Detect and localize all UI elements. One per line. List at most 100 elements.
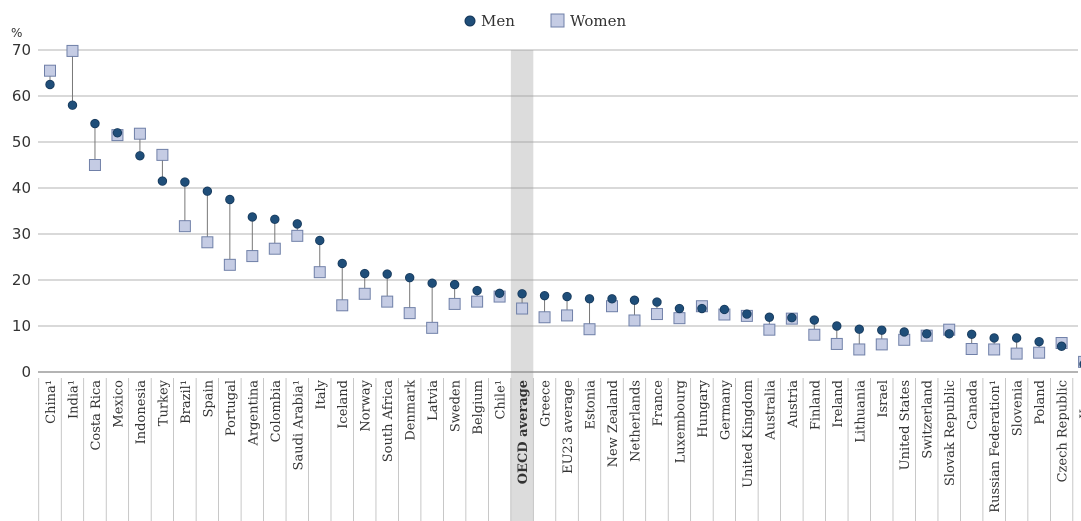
x-tick-label-canada: Canada <box>966 380 981 430</box>
men-point-latvia <box>427 278 437 288</box>
x-tick-label-ireland: Ireland <box>831 380 846 428</box>
chart-legend: Men Women <box>464 12 627 30</box>
x-tick-label-estonia: Estonia <box>584 380 599 430</box>
x-tick-label-russian-federation: Russian Federation¹ <box>988 380 1003 513</box>
x-tick-label-hungary: Hungary <box>696 379 711 437</box>
men-point-hungary <box>697 303 707 314</box>
x-tick-label-denmark: Denmark <box>404 380 419 441</box>
x-tick-label-south-africa: South Africa <box>381 380 396 462</box>
x-tick-label-czech-republic: Czech Republic <box>1056 380 1071 482</box>
women-point-finland <box>808 328 821 341</box>
x-tick-label-portugal: Portugal <box>224 380 239 436</box>
men-point-germany <box>719 304 730 315</box>
women-point-iceland <box>336 299 349 312</box>
women-point-eu23-average <box>561 309 574 322</box>
gridlines <box>38 49 1078 373</box>
legend-women-label: Women <box>570 12 627 30</box>
men-point-austria <box>787 313 797 323</box>
x-tick-label-chile: Chile¹ <box>494 380 509 420</box>
women-point-spain <box>201 236 214 249</box>
x-tick-label-korea: Korea <box>1078 380 1081 419</box>
x-tick-label-colombia: Colombia <box>269 380 284 443</box>
men-point-luxembourg <box>674 303 685 314</box>
men-point-united-states <box>899 327 909 337</box>
y-tick-label-20: 20 <box>12 271 31 289</box>
x-tick-label-switzerland: Switzerland <box>921 380 936 459</box>
women-point-india <box>66 44 79 57</box>
men-point-costa-rica <box>90 118 100 129</box>
men-point-chile <box>494 288 505 299</box>
x-tick-label-slovenia: Slovenia <box>1011 380 1026 436</box>
x-tick-label-india: India¹ <box>66 380 81 419</box>
women-point-south-africa <box>381 295 394 308</box>
men-point-netherlands <box>629 295 640 305</box>
men-point-lithuania <box>854 324 864 334</box>
legend-women-marker <box>550 13 565 28</box>
men-point-switzerland <box>922 329 932 339</box>
y-tick-label-40: 40 <box>12 179 31 197</box>
x-tick-label-slovak-republic: Slovak Republic <box>943 380 958 486</box>
women-point-slovenia <box>1010 347 1023 360</box>
women-point-lithuania <box>853 343 866 356</box>
women-point-turkey <box>156 148 169 161</box>
x-tick-label-brazil: Brazil¹ <box>179 380 194 424</box>
x-tick-label-germany: Germany <box>718 379 733 440</box>
x-tick-label-finland: Finland <box>808 380 823 430</box>
x-tick-label-luxembourg: Luxembourg <box>673 380 688 463</box>
men-point-italy <box>315 235 325 246</box>
y-tick-label-10: 10 <box>12 317 31 335</box>
x-tick-label-china: China¹ <box>44 380 59 424</box>
x-tick-label-saudi-arabia: Saudi Arabia¹ <box>291 380 306 470</box>
men-point-estonia <box>584 294 595 304</box>
women-point-australia <box>763 323 776 336</box>
x-tick-label-italy: Italy <box>314 379 329 409</box>
men-point-belgium <box>472 285 482 296</box>
x-tick-label-turkey: Turkey <box>156 379 171 426</box>
men-point-poland <box>1034 336 1044 347</box>
women-point-oecd-average <box>516 302 529 315</box>
women-point-france <box>650 308 663 321</box>
x-tick-label-austria: Austria <box>786 380 801 429</box>
women-point-italy <box>313 266 326 279</box>
women-point-indonesia <box>133 127 146 140</box>
y-tick-label-50: 50 <box>12 133 31 151</box>
women-point-estonia <box>583 323 596 336</box>
men-point-eu23-average <box>562 291 572 302</box>
x-tick-label-france: France <box>651 380 666 427</box>
y-axis-ticks: 0 10 20 30 40 50 60 70 <box>12 41 31 381</box>
x-tick-label-eu23-average: EU23 average <box>561 380 576 474</box>
x-tick-label-australia: Australia <box>763 380 778 441</box>
x-tick-label-netherlands: Netherlands <box>628 380 643 462</box>
men-point-saudi-arabia <box>292 219 302 229</box>
women-point-portugal <box>223 258 236 271</box>
legend-men-label: Men <box>481 12 515 30</box>
men-point-slovenia <box>1011 333 1022 343</box>
men-point-israel <box>877 325 887 335</box>
oecd-average-highlight <box>510 50 534 521</box>
women-markers <box>44 44 1081 368</box>
men-point-spain <box>202 186 213 196</box>
y-tick-label-0: 0 <box>21 363 31 381</box>
women-point-canada <box>965 343 978 355</box>
highlight-band <box>510 50 534 521</box>
men-point-denmark <box>404 273 415 283</box>
x-tick-label-poland: Poland <box>1033 380 1048 425</box>
women-point-luxembourg <box>673 312 686 325</box>
women-point-china <box>44 64 56 77</box>
men-point-portugal <box>225 194 235 205</box>
men-point-czech-republic <box>1056 341 1067 351</box>
men-point-indonesia <box>135 151 145 161</box>
men-point-australia <box>764 312 775 322</box>
women-point-sweden <box>448 297 461 310</box>
x-tick-label-oecd-average: OECD average <box>516 380 531 484</box>
x-tick-label-lithuania: Lithuania <box>853 380 868 443</box>
x-tick-label-mexico: Mexico <box>111 380 126 428</box>
women-point-latvia <box>426 321 439 334</box>
men-point-france <box>652 297 662 307</box>
x-tick-label-latvia: Latvia <box>426 380 441 421</box>
women-point-poland <box>1033 346 1046 359</box>
x-tick-label-costa-rica: Costa Rica <box>89 380 104 451</box>
men-point-iceland <box>337 258 347 269</box>
x-tick-label-iceland: Iceland <box>336 380 351 429</box>
